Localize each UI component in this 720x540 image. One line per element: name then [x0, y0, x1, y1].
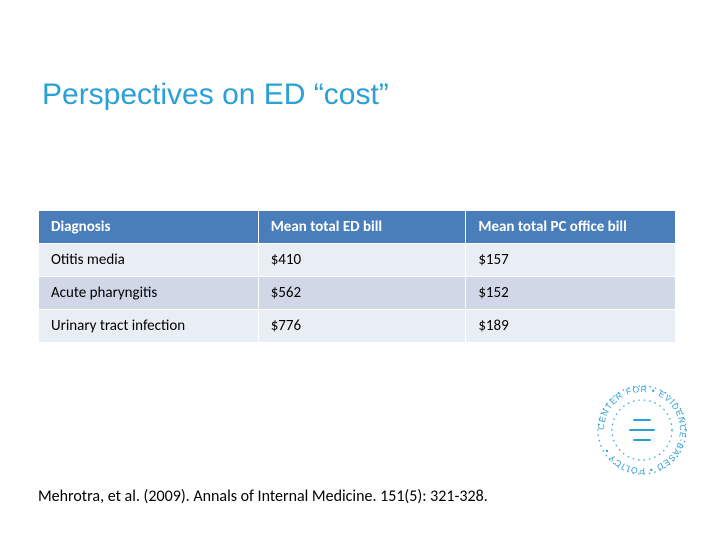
- table-header-diagnosis: Diagnosis: [39, 211, 259, 244]
- slide: Perspectives on ED “cost” Diagnosis Mean…: [0, 0, 720, 540]
- cell-diagnosis: Urinary tract infection: [39, 310, 259, 343]
- cell-pc: $152: [466, 277, 676, 310]
- cell-diagnosis: Otitis media: [39, 244, 259, 277]
- cell-ed: $562: [258, 277, 466, 310]
- cell-ed: $776: [258, 310, 466, 343]
- table-row: Acute pharyngitis $562 $152: [39, 277, 676, 310]
- cell-pc: $189: [466, 310, 676, 343]
- table-row: Otitis media $410 $157: [39, 244, 676, 277]
- cost-table: Diagnosis Mean total ED bill Mean total …: [38, 210, 676, 343]
- center-for-evidence-based-policy-logo-icon: CENTER FOR • EVIDENCE-BASED • POLICY •: [592, 380, 692, 480]
- cell-diagnosis: Acute pharyngitis: [39, 277, 259, 310]
- table-header-pc-bill: Mean total PC office bill: [466, 211, 676, 244]
- table: Diagnosis Mean total ED bill Mean total …: [38, 210, 676, 343]
- citation-text: Mehrotra, et al. (2009). Annals of Inter…: [38, 487, 488, 506]
- slide-title: Perspectives on ED “cost”: [42, 78, 389, 112]
- table-header-ed-bill: Mean total ED bill: [258, 211, 466, 244]
- cell-pc: $157: [466, 244, 676, 277]
- cell-ed: $410: [258, 244, 466, 277]
- table-row: Urinary tract infection $776 $189: [39, 310, 676, 343]
- table-header-row: Diagnosis Mean total ED bill Mean total …: [39, 211, 676, 244]
